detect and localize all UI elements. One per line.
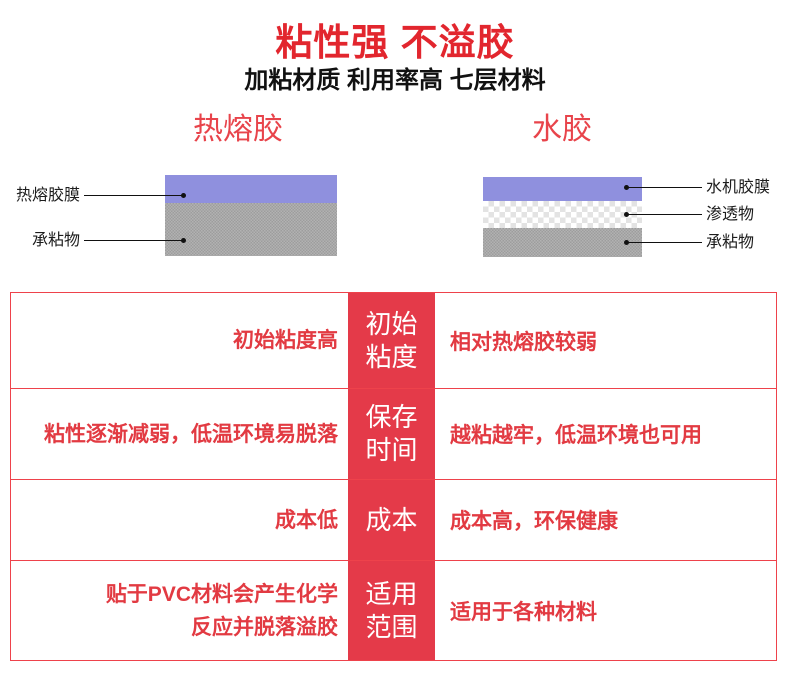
waterglue-cost-value: 成本高，环保健康 [450, 510, 618, 533]
leader-dot [624, 212, 629, 217]
column-header-hotmelt-glue: 热熔胶 [193, 113, 283, 146]
leader-line [628, 187, 702, 188]
waterglue-application-scope-value: 适用于各种材料 [450, 600, 597, 624]
leader-dot [181, 193, 186, 198]
hotmelt-substrate-layer [165, 203, 337, 256]
page-subtitle: 加粘材质 利用率高 七层材料 [244, 67, 546, 94]
hotmelt-cost-value: 成本低 [275, 508, 338, 532]
hotmelt-film-label: 热熔胶膜 [15, 187, 80, 204]
waterglue-film-label: 水机胶膜 [706, 179, 771, 196]
waterglue-penetrant-layer [483, 201, 642, 228]
waterglue-initial-viscosity-value: 相对热熔胶较弱 [450, 330, 597, 354]
table-row-cost: 成本低 成本 成本高，环保健康 [11, 480, 776, 561]
table-row-application-scope: 贴于PVC材料会产生化学 反应并脱落溢胶 适用 范围 适用于各种材料 [11, 561, 776, 660]
leader-line [84, 240, 184, 241]
table-row-initial-viscosity: 初始粘度高 初始 粘度 相对热熔胶较弱 [11, 293, 776, 389]
waterglue-film-layer [483, 177, 642, 201]
comparison-table: 初始粘度高 初始 粘度 相对热熔胶较弱 粘性逐渐减弱，低温环境易脱落 保存 时间… [10, 292, 777, 661]
waterglue-layer-diagram [483, 177, 642, 257]
hotmelt-storage-time-value: 粘性逐渐减弱，低温环境易脱落 [44, 422, 338, 446]
leader-dot [624, 240, 629, 245]
hotmelt-application-scope-value: 贴于PVC材料会产生化学 反应并脱落溢胶 [105, 582, 338, 639]
row-label-initial-viscosity: 初始 粘度 [365, 308, 418, 372]
leader-line [628, 242, 702, 243]
row-label-application-scope: 适用 范围 [365, 578, 418, 642]
table-center-strip [348, 293, 435, 660]
hotmelt-substrate-label: 承粘物 [31, 232, 80, 249]
leader-line [84, 195, 184, 196]
leader-dot [624, 185, 629, 190]
page-title: 粘性强 不溢胶 [275, 22, 515, 63]
leader-line [628, 214, 702, 215]
waterglue-substrate-label: 承粘物 [706, 234, 755, 251]
leader-dot [181, 238, 186, 243]
waterglue-penetrant-label: 渗透物 [706, 206, 755, 223]
row-label-storage-time: 保存 时间 [365, 402, 418, 465]
row-label-cost: 成本 [365, 504, 418, 535]
column-header-water-glue: 水胶 [532, 113, 592, 146]
hotmelt-glue-film-layer [165, 175, 337, 203]
waterglue-substrate-layer [483, 228, 642, 257]
waterglue-storage-time-value: 越粘越牢，低温环境也可用 [450, 424, 702, 447]
hotmelt-layer-diagram [165, 175, 337, 256]
hotmelt-initial-viscosity-value: 初始粘度高 [233, 329, 338, 352]
table-row-storage-time: 粘性逐渐减弱，低温环境易脱落 保存 时间 越粘越牢，低温环境也可用 [11, 389, 776, 480]
